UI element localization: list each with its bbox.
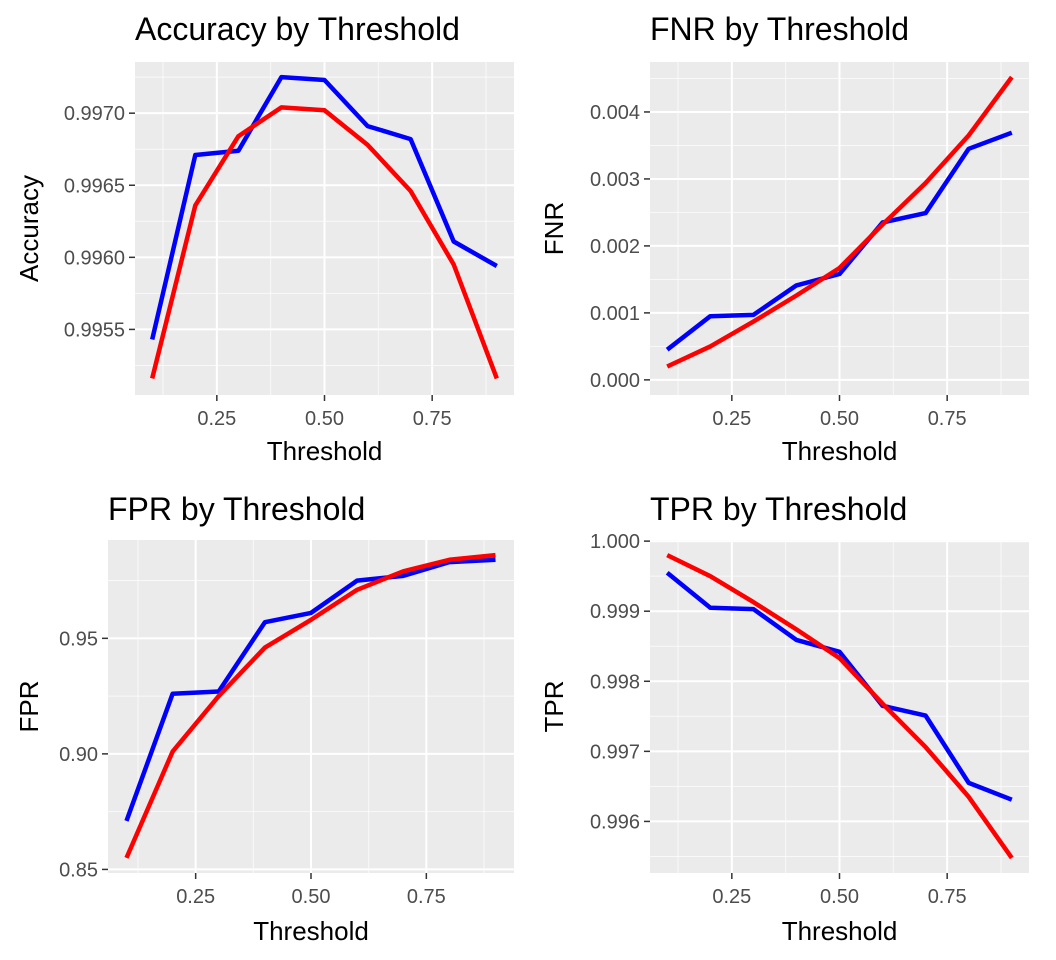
x-tick-label: 0.25 bbox=[712, 408, 751, 430]
y-tick-label: 0.9955 bbox=[64, 319, 125, 341]
x-tick-label: 0.50 bbox=[292, 886, 331, 908]
x-tick-label: 0.50 bbox=[820, 886, 859, 908]
chart-panel-4: 0.25 0.50 0.75 0.996 0.997 0.998 0.999 1.000 TPR… bbox=[539, 491, 1029, 946]
x-tick-label: 0.75 bbox=[928, 886, 967, 908]
series-line-1 bbox=[665, 570, 1013, 802]
y-tick-label: 0.90 bbox=[59, 744, 98, 766]
chart-panel-2: 0.25 0.50 0.75 0.000 0.001 0.002 0.003 0.004 FNR… bbox=[539, 11, 1029, 466]
y-axis-title: FNR bbox=[539, 202, 569, 255]
y-tick-label: 0.002 bbox=[590, 236, 640, 258]
x-tick-label: 0.75 bbox=[407, 886, 446, 908]
series-line-2 bbox=[666, 553, 1014, 860]
x-tick-label: 0.75 bbox=[928, 408, 967, 430]
series-line-2 bbox=[666, 75, 1014, 369]
y-tick-label: 0.997 bbox=[590, 741, 640, 763]
x-axis-title: Threshold bbox=[782, 916, 898, 946]
series-line-1 bbox=[150, 74, 498, 341]
chart-panel-1: 0.25 0.50 0.75 0.9955 0.9960 0.9965 0.9970 Accu… bbox=[14, 11, 514, 466]
x-axis-title: Threshold bbox=[253, 916, 369, 946]
y-axis-title: FPR bbox=[14, 681, 44, 733]
y-tick-label: 1.000 bbox=[590, 531, 640, 553]
y-axis-title: Accuracy bbox=[14, 175, 44, 282]
x-tick-label: 0.25 bbox=[197, 408, 236, 430]
x-tick-label: 0.50 bbox=[820, 408, 859, 430]
y-tick-label: 0.85 bbox=[59, 859, 98, 881]
chart-title: FPR by Threshold bbox=[108, 491, 365, 527]
series-line-2 bbox=[150, 105, 499, 380]
y-tick-label: 0.003 bbox=[590, 169, 640, 191]
y-tick-label: 0.95 bbox=[59, 628, 98, 650]
x-axis-title: Threshold bbox=[782, 436, 898, 466]
y-tick-label: 0.998 bbox=[590, 671, 640, 693]
series-line-2 bbox=[124, 552, 496, 859]
x-tick-label: 0.25 bbox=[176, 886, 215, 908]
y-tick-label: 0.9960 bbox=[64, 247, 125, 269]
chart-panel-3: 0.25 0.50 0.75 0.85 0.90 0.95 FPR by Threshold… bbox=[14, 491, 514, 946]
y-axis-title: TPR bbox=[539, 681, 569, 733]
chart-title: TPR by Threshold bbox=[650, 491, 907, 527]
x-tick-label: 0.75 bbox=[413, 408, 452, 430]
series-line-1 bbox=[124, 557, 496, 822]
y-tick-label: 0.9970 bbox=[64, 103, 125, 125]
x-tick-label: 0.25 bbox=[712, 886, 751, 908]
chart-title: FNR by Threshold bbox=[650, 11, 909, 47]
x-axis-title: Threshold bbox=[267, 436, 383, 466]
y-tick-label: 0.999 bbox=[590, 601, 640, 623]
series-line-1 bbox=[665, 130, 1013, 352]
y-tick-label: 0.000 bbox=[590, 370, 640, 392]
y-tick-label: 0.001 bbox=[590, 303, 640, 325]
y-tick-label: 0.9965 bbox=[64, 175, 125, 197]
y-tick-label: 0.996 bbox=[590, 811, 640, 833]
x-tick-label: 0.50 bbox=[305, 408, 344, 430]
chart-title: Accuracy by Threshold bbox=[135, 11, 460, 47]
y-tick-label: 0.004 bbox=[590, 102, 640, 124]
